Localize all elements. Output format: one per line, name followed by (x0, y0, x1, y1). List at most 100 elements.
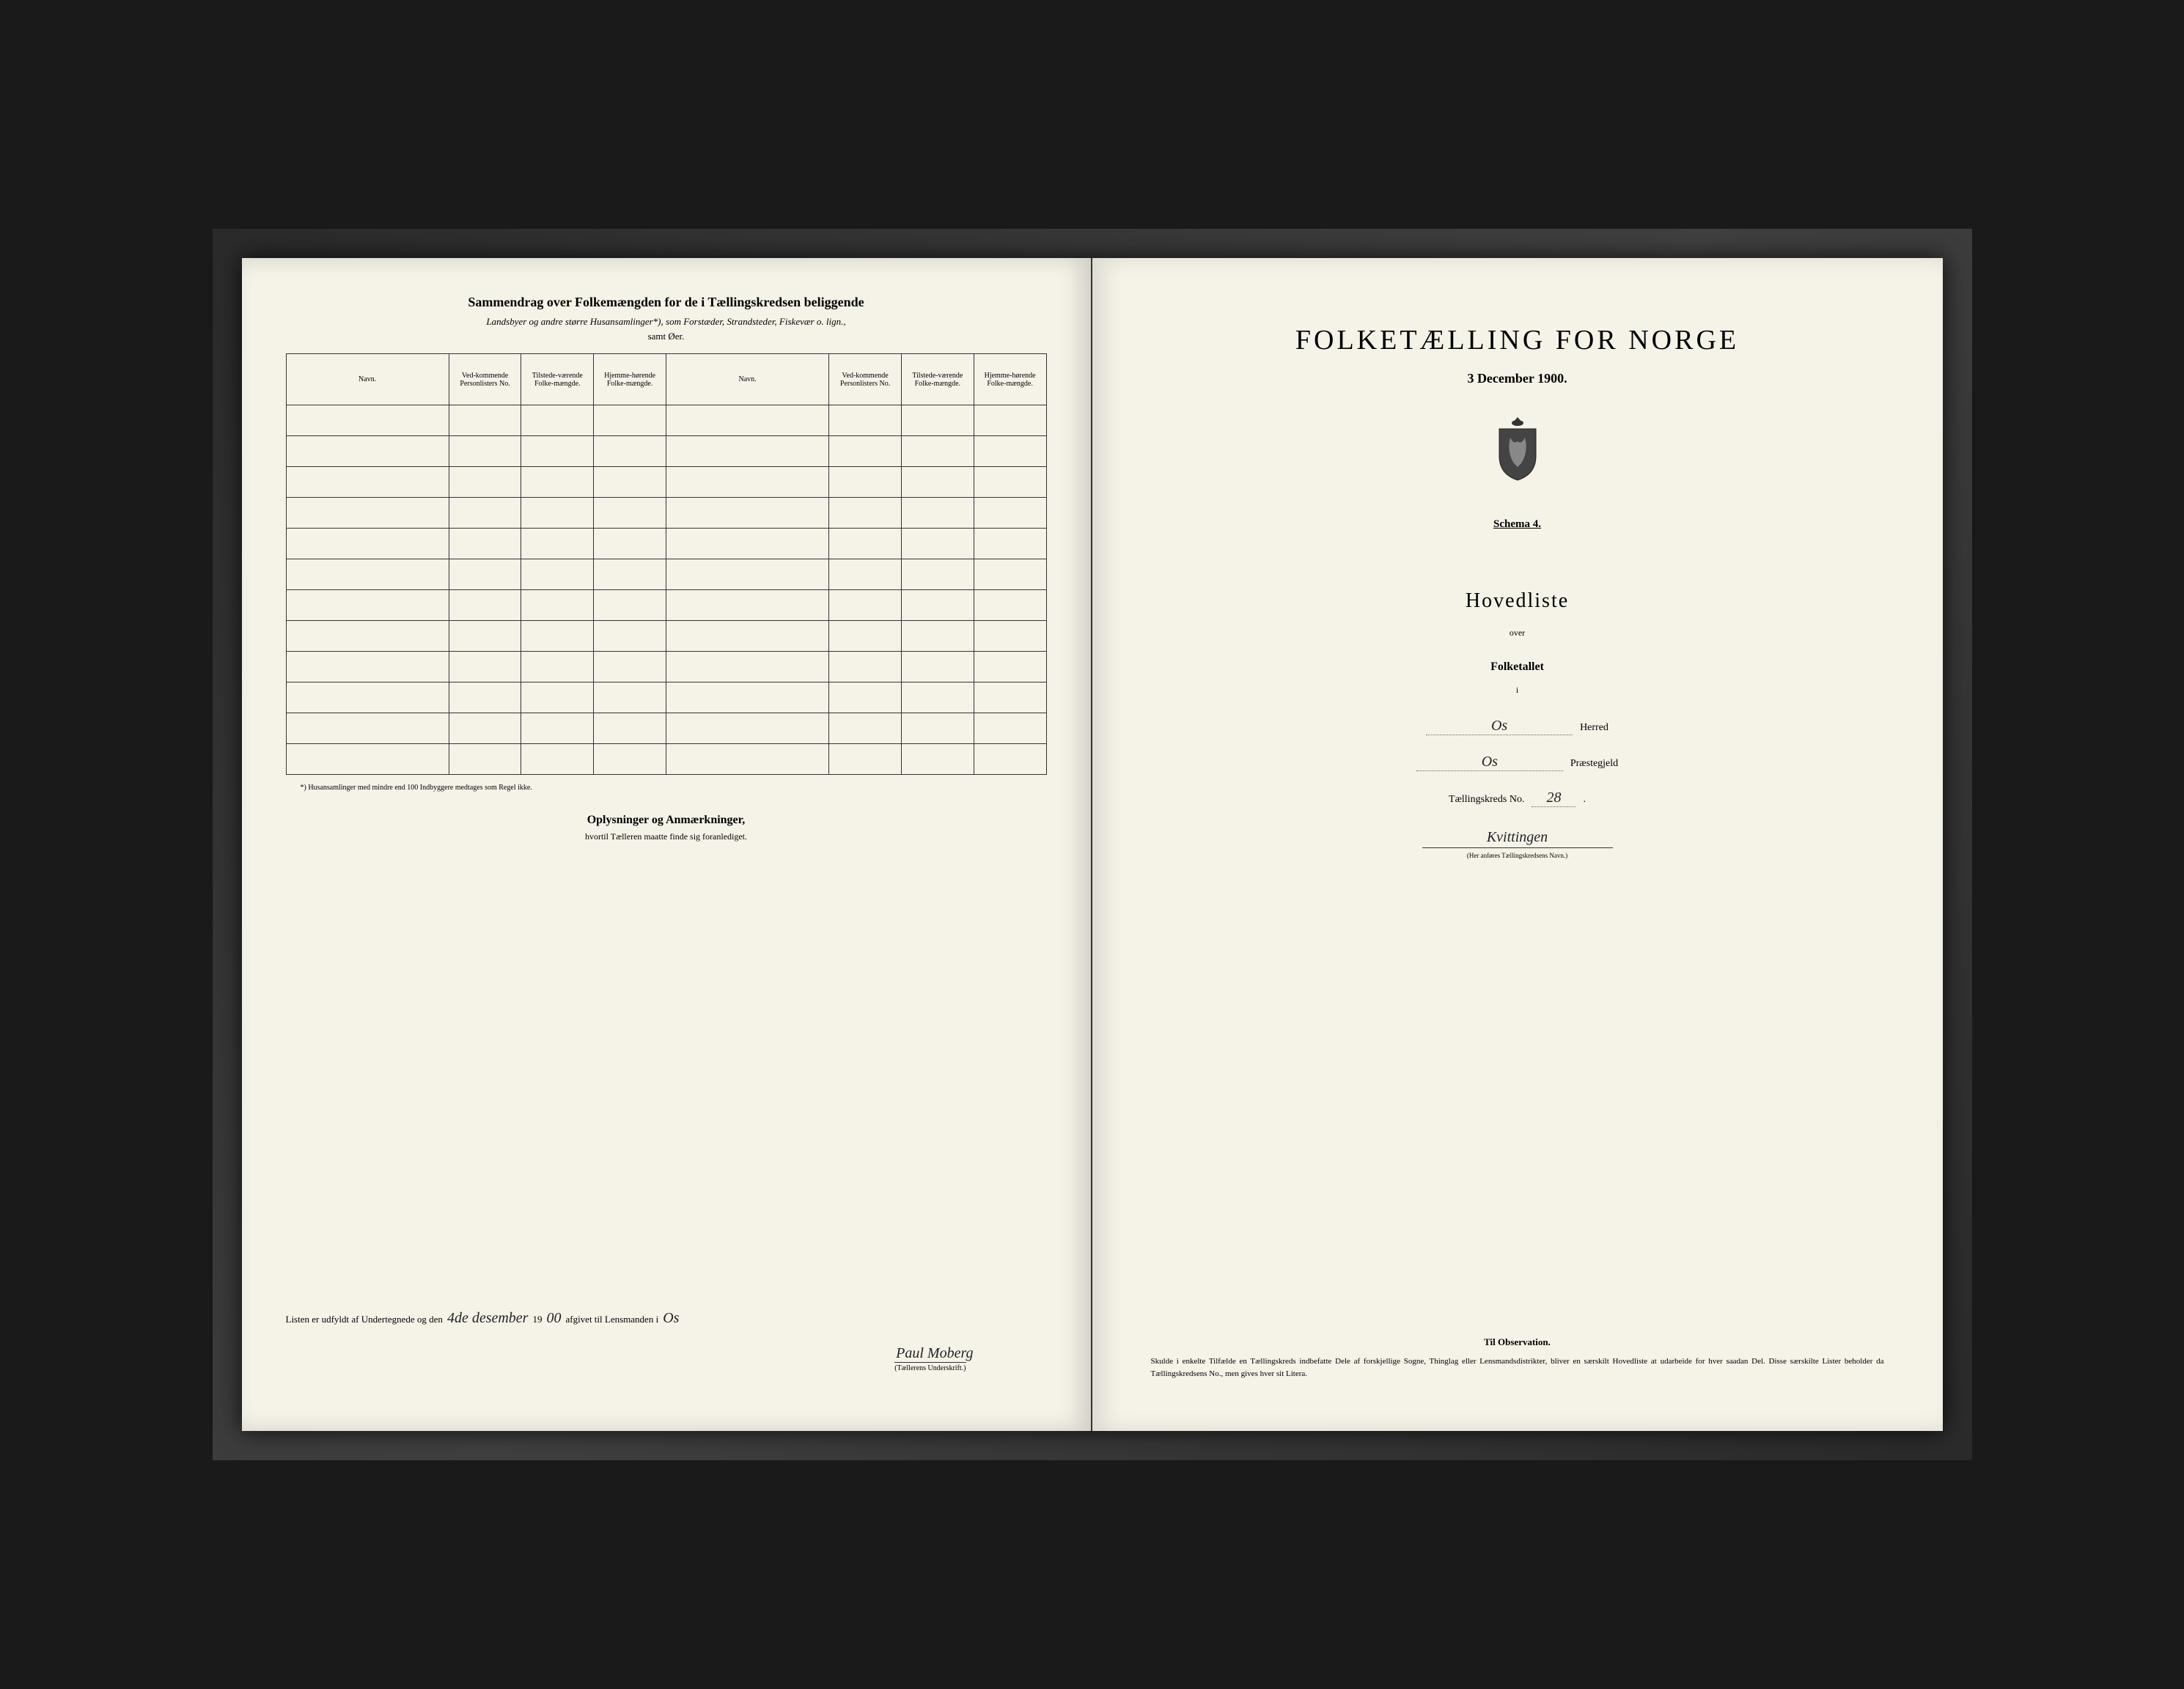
table-cell (666, 559, 828, 590)
table-cell (594, 405, 666, 436)
signature-caption: (Tællerens Underskrift.) (894, 1362, 966, 1372)
period: . (1583, 794, 1586, 806)
table-cell (974, 498, 1046, 529)
table-cell (829, 590, 902, 621)
table-cell (901, 744, 974, 775)
table-cell (594, 682, 666, 713)
sig-prefix: Listen er udfyldt af Undertegnede og den (286, 1314, 443, 1325)
over-label: over (1136, 628, 1899, 639)
table-row (286, 744, 1046, 775)
table-cell (286, 713, 449, 744)
col-navn-1: Navn. (286, 354, 449, 405)
praeste-value: Os (1416, 754, 1563, 771)
table-cell (521, 559, 594, 590)
table-cell (594, 652, 666, 682)
table-row (286, 621, 1046, 652)
table-body (286, 405, 1046, 775)
table-cell (901, 590, 974, 621)
left-subtitle-1: Landsbyer og andre større Husansamlinger… (286, 316, 1047, 328)
table-cell (974, 744, 1046, 775)
table-cell (666, 713, 828, 744)
table-cell (594, 621, 666, 652)
table-cell (594, 529, 666, 559)
table-cell (829, 682, 902, 713)
sig-date-handwritten: 4de desember (447, 1310, 529, 1327)
table-row (286, 590, 1046, 621)
table-cell (449, 590, 521, 621)
table-cell (974, 652, 1046, 682)
sig-place-handwritten: Os (663, 1310, 679, 1327)
table-cell (521, 621, 594, 652)
signature-name: Paul Moberg (286, 1345, 974, 1362)
table-cell (666, 436, 828, 467)
hovedliste-title: Hovedliste (1136, 589, 1899, 613)
table-cell (901, 559, 974, 590)
table-cell (594, 744, 666, 775)
table-cell (829, 713, 902, 744)
i-label: i (1136, 685, 1899, 696)
table-cell (449, 436, 521, 467)
table-cell (901, 529, 974, 559)
table-row (286, 559, 1046, 590)
table-cell (521, 405, 594, 436)
table-row (286, 498, 1046, 529)
table-cell (449, 713, 521, 744)
summary-table: Navn. Ved-kommende Personlisters No. Til… (286, 353, 1047, 775)
table-cell (974, 621, 1046, 652)
table-row (286, 405, 1046, 436)
table-cell (901, 405, 974, 436)
table-cell (829, 436, 902, 467)
book-spread: Sammendrag over Folkemængden for de i Tæ… (242, 258, 1943, 1431)
herred-value: Os (1426, 718, 1573, 735)
table-cell (286, 436, 449, 467)
col-7: Tilstede-værende Folke-mængde. (901, 354, 974, 405)
table-cell (974, 467, 1046, 498)
main-date: 3 December 1900. (1136, 371, 1899, 386)
table-cell (286, 590, 449, 621)
kreds-name-value: Kvittingen (1422, 829, 1613, 848)
table-cell (594, 498, 666, 529)
table-cell (594, 590, 666, 621)
table-cell (594, 559, 666, 590)
table-cell (449, 498, 521, 529)
footnote: *) Husansamlinger med mindre end 100 Ind… (301, 784, 1047, 792)
table-cell (449, 652, 521, 682)
signature-line: Listen er udfyldt af Undertegnede og den… (286, 1310, 1047, 1327)
table-cell (829, 529, 902, 559)
table-cell (666, 621, 828, 652)
table-cell (974, 590, 1046, 621)
table-row (286, 436, 1046, 467)
table-cell (286, 405, 449, 436)
table-cell (829, 498, 902, 529)
coat-of-arms-icon (1136, 416, 1899, 482)
kreds-no-row: Tællingskreds No. 28 . (1136, 790, 1899, 807)
table-cell (829, 405, 902, 436)
right-page: FOLKETÆLLING FOR NORGE 3 December 1900. … (1092, 258, 1943, 1431)
table-cell (594, 467, 666, 498)
table-cell (974, 682, 1046, 713)
table-cell (286, 498, 449, 529)
kreds-label: Tællingskreds No. (1449, 794, 1524, 806)
scan-background: Sammendrag over Folkemængden for de i Tæ… (213, 229, 1972, 1460)
table-cell (901, 467, 974, 498)
praeste-label: Præstegjeld (1570, 758, 1618, 770)
col-8: Hjemme-hørende Folke-mængde. (974, 354, 1046, 405)
col-navn-2: Navn. (666, 354, 828, 405)
table-cell (521, 713, 594, 744)
table-cell (286, 559, 449, 590)
table-cell (521, 682, 594, 713)
table-cell (286, 529, 449, 559)
table-cell (974, 559, 1046, 590)
table-cell (449, 529, 521, 559)
table-row (286, 713, 1046, 744)
table-row (286, 652, 1046, 682)
table-cell (901, 713, 974, 744)
table-cell (286, 621, 449, 652)
table-cell (829, 652, 902, 682)
schema-label: Schema 4. (1136, 518, 1899, 531)
col-3: Tilstede-værende Folke-mængde. (521, 354, 594, 405)
table-cell (666, 529, 828, 559)
sig-mid: afgivet til Lensmanden i (565, 1314, 658, 1325)
table-cell (449, 621, 521, 652)
table-cell (974, 405, 1046, 436)
